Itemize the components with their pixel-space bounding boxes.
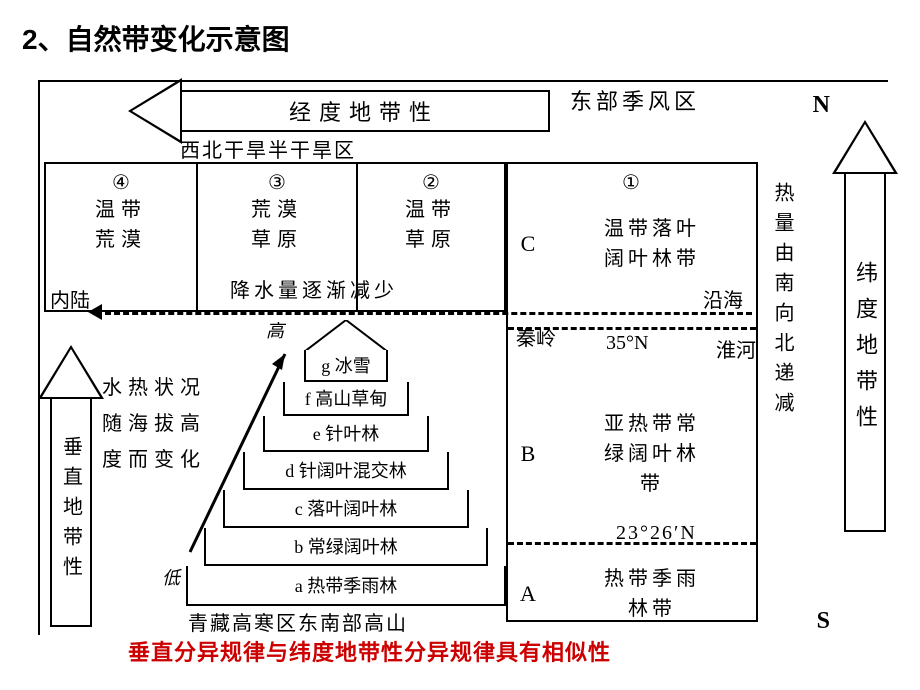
zone-c-t2: 阔叶林带 (604, 248, 700, 270)
zone-b-row: B 亚热带常 绿阔叶林 带 (508, 394, 756, 514)
zone-a-t1: 热带季雨 (604, 568, 700, 590)
vertical-arrow-label: 垂直地带性 (50, 397, 92, 627)
low-label: 低 (162, 564, 180, 590)
cell-3-l1: 荒漠 (198, 195, 356, 225)
hydrothermal-label: 水热状况 随海拔高 度而变化 (102, 370, 206, 478)
zone-b-t1: 亚热带常 (604, 413, 700, 435)
latitude-zones-column: C 温带落叶 阔叶林带 B 亚热带常 绿阔叶林 带 A 热带季雨 林带 (506, 162, 758, 622)
cell-4-l2: 荒漠 (46, 225, 196, 255)
lat-23-label: 23°26′N (616, 522, 697, 545)
cell-2-l2: 草原 (358, 225, 504, 255)
diagram-frame: 经度地带性 东部季风区 西北干旱半干旱区 N S 纬度地带性 垂直地带性 ④ 温… (38, 80, 888, 635)
vertical-arrow: 垂直地带性 (50, 347, 92, 627)
latitude-arrow-label: 纬度地带性 (844, 172, 886, 532)
northwest-region-label: 西北干旱半干旱区 (180, 134, 356, 163)
pyramid-level-f: f 高山草甸 (283, 382, 409, 416)
zone-c-t1: 温带落叶 (604, 218, 700, 240)
zone-b-letter: B (508, 441, 548, 467)
pyramid-apex-icon (304, 320, 388, 352)
shuire-l1: 水热状况 (102, 377, 206, 399)
compass-north: N (813, 92, 830, 119)
arrow-left-icon (128, 78, 182, 144)
latitude-arrow: 纬度地带性 (844, 122, 886, 532)
qinling-label: 秦岭 (516, 322, 556, 351)
zone-c-row: C 温带落叶 阔叶林带 (508, 194, 756, 294)
zone-a-letter: A (508, 581, 548, 607)
cell-3-l2: 草原 (198, 225, 356, 255)
arrow-left-icon (88, 304, 102, 320)
inland-label: 内陆 (50, 284, 90, 313)
cell-2-num: ② (358, 170, 504, 195)
cell-4-l1: 温带 (46, 195, 196, 225)
cell-2-l1: 温带 (358, 195, 504, 225)
arrow-up-icon (832, 120, 898, 174)
zone-a-t2: 林带 (628, 598, 676, 620)
heat-gradient-label: 热量由南向北递减 (768, 182, 797, 562)
arrow-up-icon (38, 345, 104, 399)
east-region-label: 东部季风区 (570, 84, 700, 116)
pyramid-caption: 青藏高寒区东南部高山 (188, 607, 408, 636)
zone-b-t2: 绿阔叶林 (604, 443, 700, 465)
zone-b-text: 亚热带常 绿阔叶林 带 (548, 409, 756, 499)
cell-3-num: ③ (198, 170, 356, 195)
longitude-arrow-label: 经度地带性 (180, 90, 550, 132)
huaihe-label: 淮河 (716, 334, 756, 363)
pyramid-level-a: a 热带季雨林 (186, 566, 506, 606)
lat-35-label: 35°N (606, 332, 648, 355)
shuire-l3: 度而变化 (102, 449, 206, 471)
cell-4-num: ④ (46, 170, 196, 195)
bottom-note: 垂直分异规律与纬度地带性分异规律具有相似性 (128, 635, 611, 667)
high-label: 高 (266, 317, 284, 343)
pyramid-level-g: g 冰雪 (304, 350, 388, 382)
zone-b-t3: 带 (640, 473, 664, 495)
zone-a-text: 热带季雨 林带 (548, 564, 756, 624)
zone-c-text: 温带落叶 阔叶林带 (548, 214, 756, 274)
precipitation-label: 降水量逐渐减少 (230, 274, 398, 303)
zone-c-letter: C (508, 231, 548, 257)
zone-a-row: A 热带季雨 林带 (508, 564, 756, 624)
longitude-arrow: 经度地带性 (130, 90, 550, 132)
compass-south: S (817, 608, 830, 635)
page-title: 2、自然带变化示意图 (22, 18, 290, 58)
shuire-l2: 随海拔高 (102, 413, 206, 435)
